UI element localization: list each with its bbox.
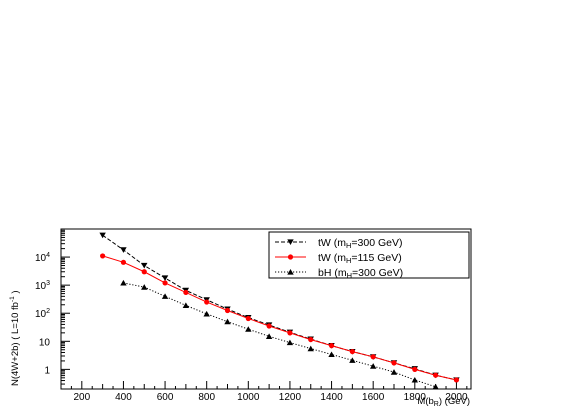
x-tick-label: 1400 [320, 392, 343, 403]
data-point [287, 330, 293, 336]
data-point [203, 310, 210, 317]
data-point [120, 259, 127, 265]
data-point [370, 354, 376, 360]
y-axis-title: N(4W+2b) ( L=10 fb-1 ) [9, 290, 21, 386]
data-point [162, 280, 168, 286]
data-point [287, 254, 294, 260]
legend-box [268, 231, 470, 279]
data-point [161, 293, 169, 299]
x-tick-label: 400 [115, 392, 132, 403]
plot-frame [60, 228, 472, 390]
data-point [433, 372, 439, 378]
data-point [99, 232, 106, 239]
data-point [100, 253, 106, 259]
data-point [120, 279, 127, 286]
data-point [141, 269, 147, 275]
series-layer [99, 232, 460, 389]
y-tick-label: 1 [44, 365, 50, 376]
data-point [161, 275, 169, 281]
data-point [141, 262, 148, 269]
data-point [204, 299, 210, 305]
data-point [183, 289, 189, 296]
data-point [224, 307, 231, 314]
x-tick-label: 1600 [362, 392, 385, 403]
data-point [391, 360, 397, 366]
data-point [265, 333, 273, 339]
x-tick-label: 200 [73, 392, 90, 403]
data-point [182, 302, 190, 308]
x-tick-label: 2000 [445, 392, 468, 403]
data-point [349, 357, 356, 363]
data-point [120, 247, 127, 253]
y-tick-label: 102 [35, 308, 50, 320]
legend: tW (mH=300 GeV) tW (mH=115 GeV) bH (mH=300… [268, 231, 470, 280]
y-tick-label: 103 [35, 280, 50, 292]
data-point [308, 336, 314, 343]
legend-label: tW (mH=115 GeV) [318, 252, 402, 265]
series-line [102, 255, 457, 381]
data-point [245, 315, 251, 322]
data-point [328, 343, 335, 349]
data-point [369, 363, 377, 369]
x-tick-label: 600 [157, 392, 174, 403]
series-tw [100, 253, 460, 383]
data-point [245, 326, 252, 332]
data-point [328, 351, 335, 358]
data-point [286, 339, 294, 346]
data-point [390, 369, 398, 375]
data-point [432, 383, 439, 389]
data-point [141, 284, 148, 290]
data-point [349, 348, 355, 355]
data-point [287, 269, 294, 275]
series-bh [120, 279, 439, 389]
x-axis-ticks: 200 400 600 800 1000 1200 1400 1600 1800 2000 [70, 381, 468, 403]
y-tick-label: 104 [35, 252, 50, 264]
data-point [412, 366, 418, 372]
data-point [411, 376, 419, 383]
legend-label: bH (mH=300 GeV) [318, 267, 403, 280]
data-point [224, 318, 231, 325]
data-point [453, 377, 460, 383]
x-tick-label: 1200 [279, 392, 302, 403]
plot-area: 200 400 600 800 1000 1200 1400 1600 1800 2000 1 10… [35, 228, 472, 403]
y-tick-label: 10 [39, 337, 51, 348]
data-point [287, 239, 294, 245]
data-point [307, 345, 314, 352]
data-point [266, 323, 272, 329]
series-line [123, 282, 436, 388]
x-tick-label: 1000 [237, 392, 260, 403]
x-tick-label: 800 [198, 392, 215, 403]
x-axis-title: M(bR) (GeV) [417, 396, 470, 408]
y-axis-ticks: 1 10 102 103 104 [35, 229, 70, 385]
x-tick-label: 1800 [404, 392, 427, 403]
legend-label: tW (mH=300 GeV) [318, 237, 403, 250]
